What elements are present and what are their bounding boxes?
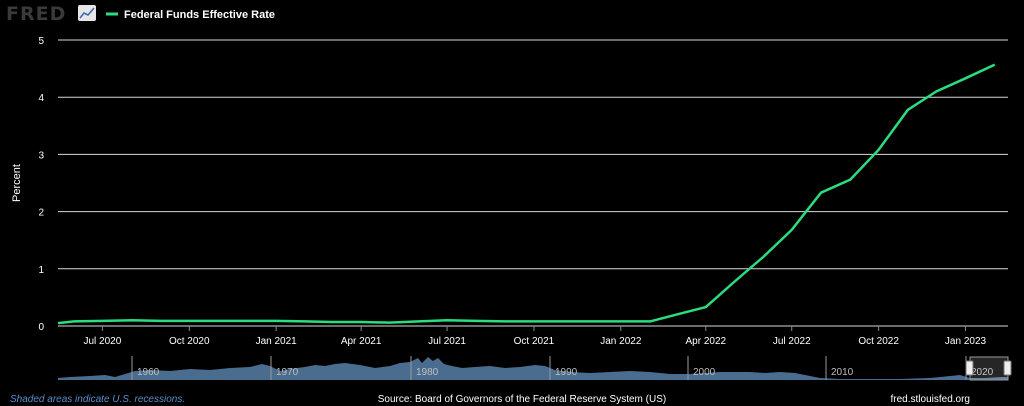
y-tick-label: 5	[38, 36, 44, 47]
navigator-decade-label: 1970	[276, 367, 299, 378]
x-tick-label: Oct 2021	[514, 336, 555, 347]
y-tick-label: 0	[38, 322, 44, 333]
x-tick-label: Apr 2021	[341, 336, 382, 347]
navigator-decade-label: 2020	[971, 367, 994, 378]
site-link[interactable]: fred.stlouisfed.org	[891, 394, 971, 405]
x-tick-label: Jan 2021	[256, 336, 298, 347]
x-tick-label: Jul 2021	[428, 336, 466, 347]
navigator-decade-label: 1980	[416, 367, 439, 378]
legend-label: Federal Funds Effective Rate	[124, 9, 275, 21]
x-tick-label: Jan 2022	[600, 336, 642, 347]
x-axis-ticks: Jul 2020 Oct 2020 Jan 2021 Apr 2021 Jul 2021…	[83, 326, 987, 347]
navigator-selection[interactable]	[969, 356, 1009, 381]
y-axis-ticks: 0 1 2 3 4 5	[38, 36, 44, 333]
series-line	[57, 63, 996, 325]
navigator-decade-label: 2010	[831, 367, 854, 378]
x-tick-label: Jan 2023	[945, 336, 987, 347]
legend: Federal Funds Effective Rate	[106, 9, 275, 21]
y-tick-label: 1	[38, 265, 44, 276]
navigator-decade-label: 1960	[137, 367, 160, 378]
navigator-handle-right[interactable]	[1003, 360, 1012, 376]
chart-line-icon[interactable]	[78, 5, 96, 21]
series-layer	[57, 63, 996, 325]
source-text: Source: Board of Governors of the Federa…	[378, 394, 666, 405]
fred-logo[interactable]: FRED	[6, 3, 66, 25]
y-tick-label: 2	[38, 208, 44, 219]
y-tick-label: 4	[38, 93, 44, 104]
x-tick-label: Apr 2022	[686, 336, 727, 347]
navigator-handle-left[interactable]	[965, 360, 974, 376]
y-tick-label: 3	[38, 150, 44, 161]
navigator-decade-label: 2000	[693, 367, 716, 378]
x-tick-label: Jul 2020	[83, 336, 121, 347]
x-tick-label: Jul 2022	[773, 336, 811, 347]
range-navigator[interactable]: 1960 1970 1980 1990 2000 2010 2020	[58, 356, 1012, 381]
grid-lines	[58, 39, 1008, 327]
x-tick-label: Oct 2020	[169, 336, 210, 347]
navigator-decade-label: 1990	[555, 367, 578, 378]
recession-note: Shaded areas indicate U.S. recessions.	[10, 394, 185, 405]
navigator-history-area	[58, 357, 1008, 380]
x-tick-label: Oct 2022	[858, 336, 899, 347]
y-axis-label: Percent	[11, 164, 23, 202]
